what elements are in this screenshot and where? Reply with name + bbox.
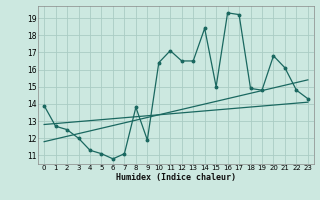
X-axis label: Humidex (Indice chaleur): Humidex (Indice chaleur) — [116, 173, 236, 182]
